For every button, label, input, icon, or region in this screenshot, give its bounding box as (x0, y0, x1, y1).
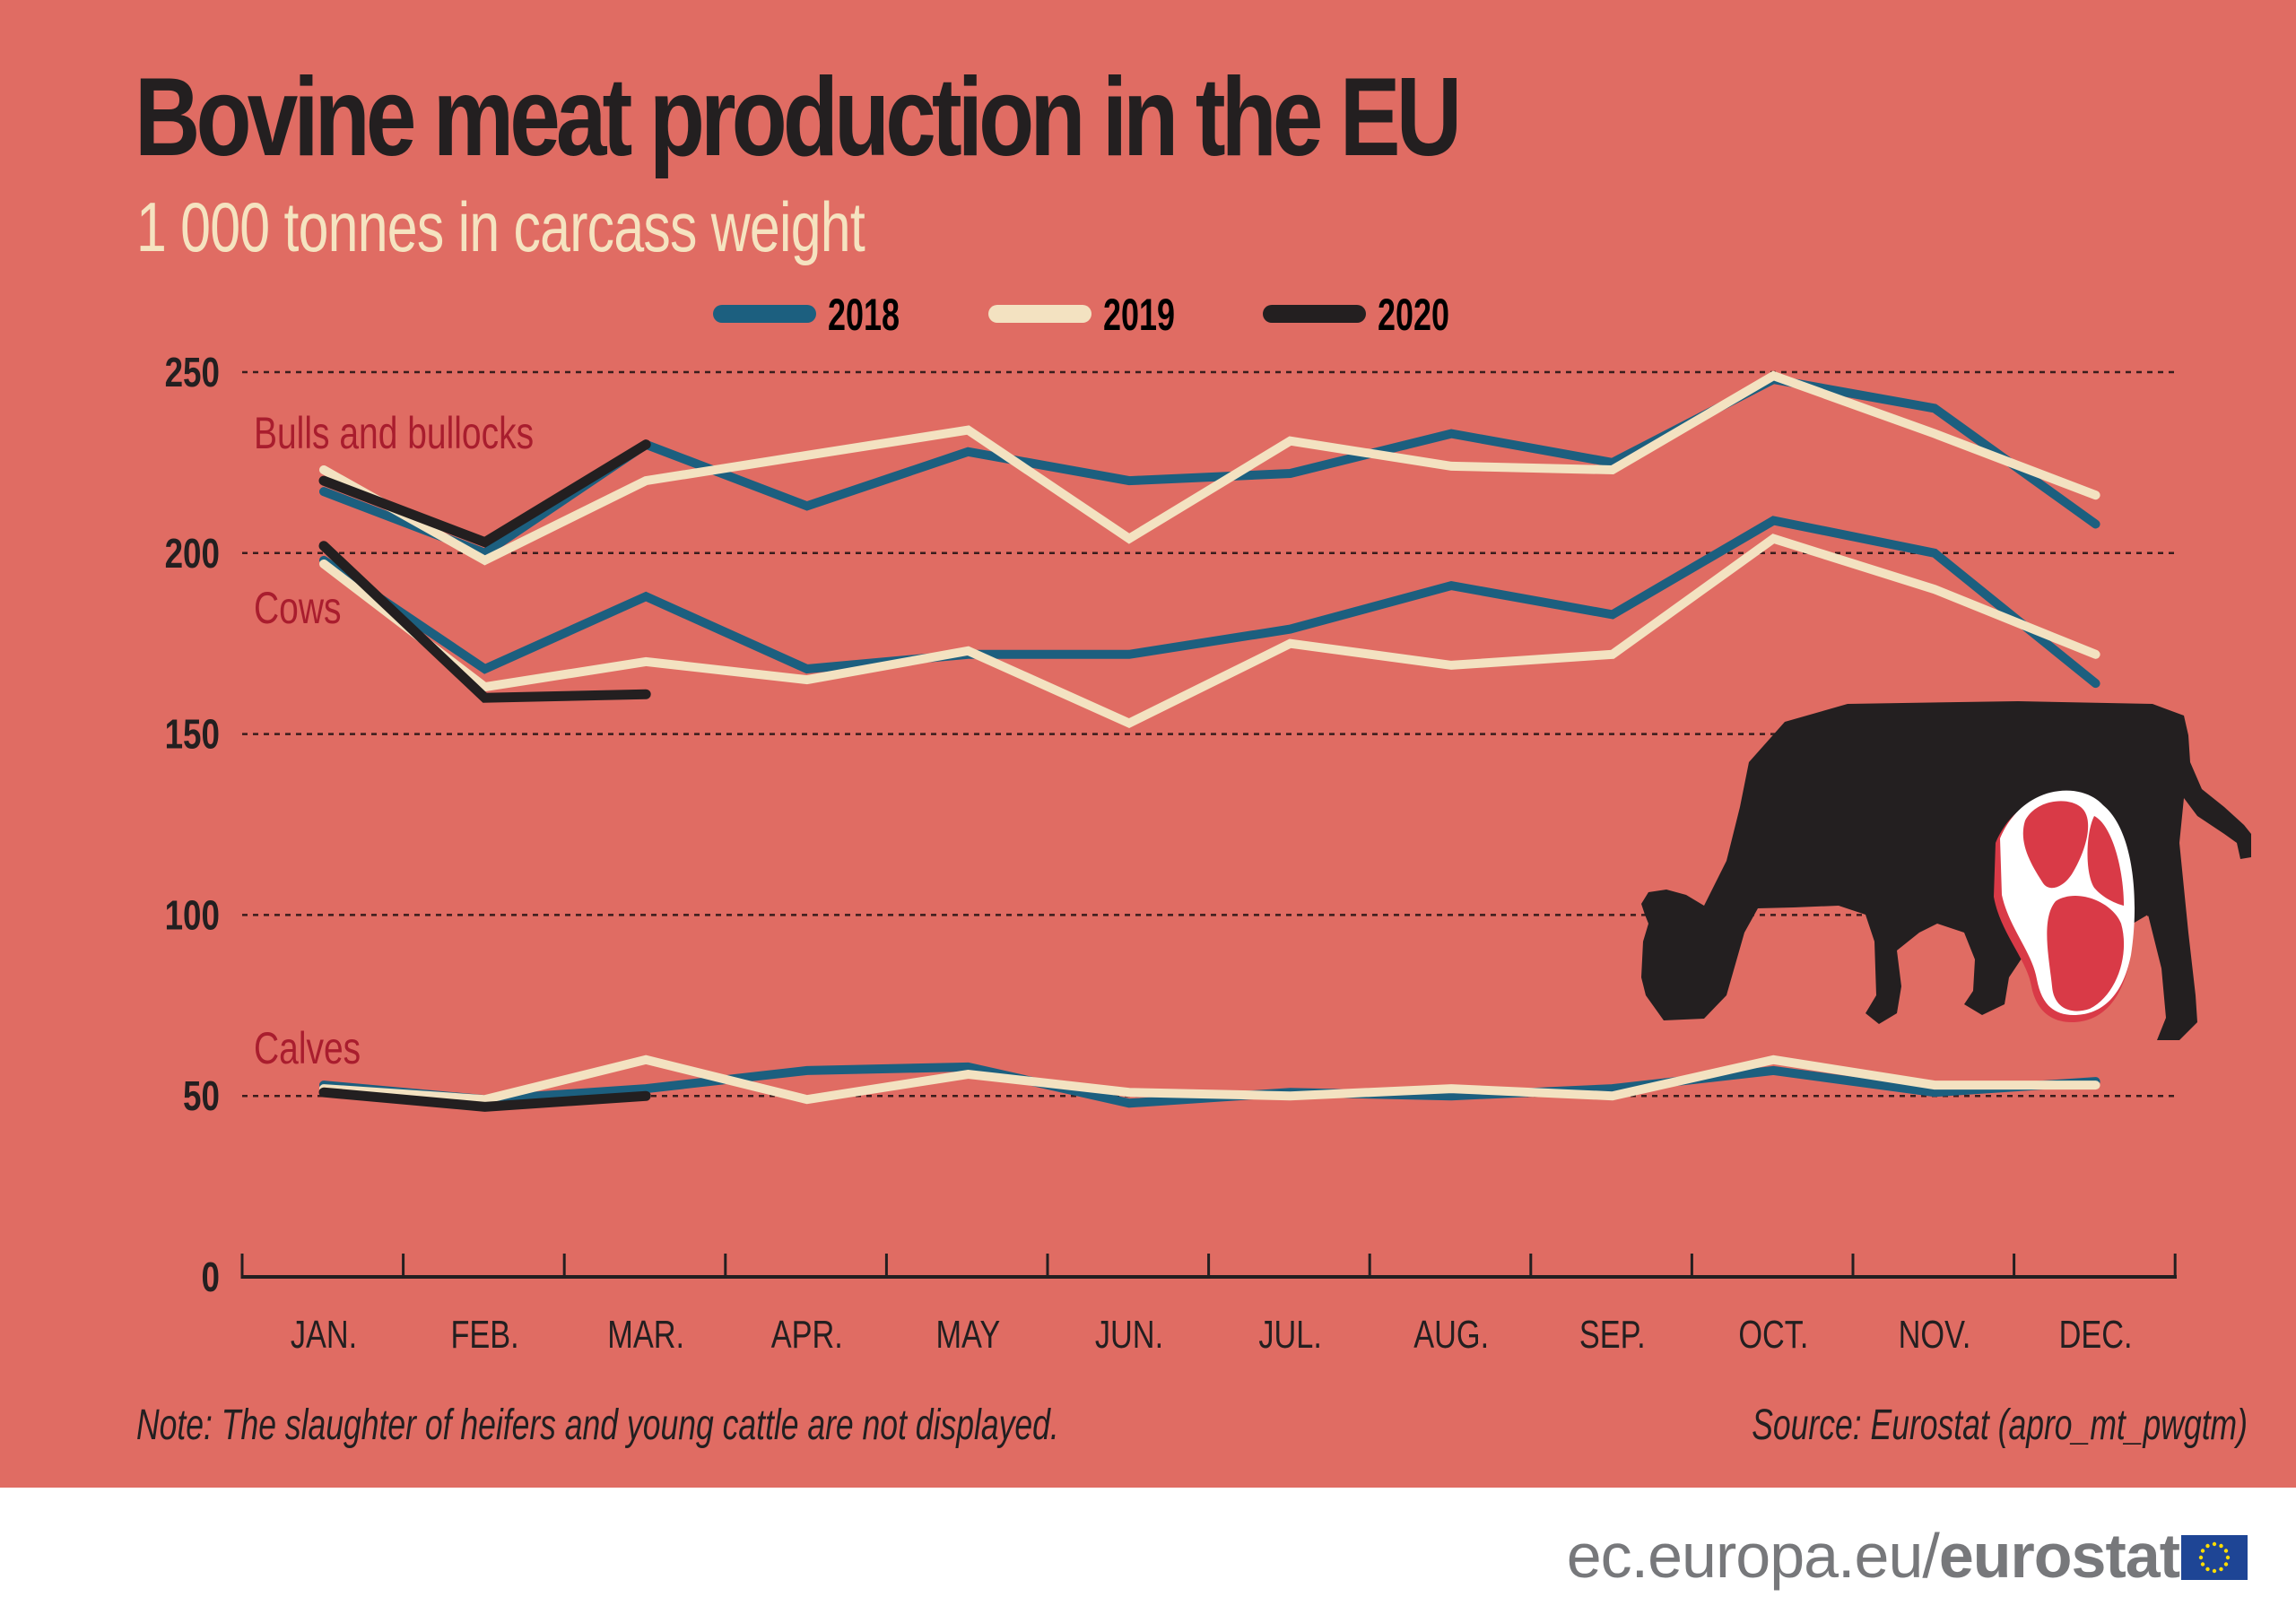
x-tick-label: NOV. (1899, 1313, 1971, 1357)
legend-item-2020: 2020 (1263, 291, 1449, 340)
x-tick-label: JAN. (291, 1313, 357, 1357)
chart-source: Source: Eurostat (apro_mt_pwgtm) (1752, 1402, 2248, 1449)
y-tick-label: 200 (165, 530, 220, 577)
x-tick-label: JUN. (1095, 1313, 1163, 1357)
x-tick-label: AUG. (1413, 1313, 1489, 1357)
legend-label: 2019 (1103, 291, 1175, 340)
flag-star (2225, 1555, 2231, 1560)
series-line-2018 (319, 374, 2100, 559)
steak-meat-right (2087, 816, 2124, 906)
grazing-cow-with-steak-icon (1641, 701, 2251, 1040)
footer-url-prefix: ec.europa.eu/ (1566, 1521, 1940, 1591)
legend: 2018 2019 2020 (713, 291, 1449, 340)
flag-star (2212, 1541, 2217, 1547)
series-line-2019 (319, 534, 2100, 729)
line-chart: 2018 2019 2020 0 50 100 150 200 250 JAN. FEB. MAR… (165, 291, 2251, 1357)
y-tick-label: 100 (165, 891, 220, 938)
series-line-2019 (319, 1055, 2100, 1105)
x-tick-label: APR. (771, 1313, 843, 1357)
footer-url-link[interactable]: ec.europa.eu/eurostat (1566, 1520, 2180, 1592)
series-line-2018 (319, 516, 2100, 689)
y-axis: 0 50 100 150 200 250 (165, 349, 220, 1300)
flag-star (2219, 1567, 2223, 1572)
x-tick-label: MAR. (607, 1313, 684, 1357)
x-tick-label: SEP. (1579, 1313, 1646, 1357)
x-axis: JAN. FEB. MAR. APR. MAY JUN. JUL. AUG. SEP. OCT. N… (240, 1254, 2177, 1357)
legend-item-2018: 2018 (713, 291, 900, 340)
series-lines (318, 370, 2100, 1112)
steak-meat-bottom (2047, 896, 2125, 1011)
x-tick-label: DEC. (2059, 1313, 2133, 1357)
chart-note: Note: The slaughter of heifers and young… (136, 1402, 1059, 1449)
group-label: Calves (254, 1022, 361, 1073)
y-tick-label: 150 (165, 711, 220, 758)
series-line-2019 (319, 370, 2100, 566)
x-tick-label: MAY (936, 1313, 1001, 1357)
cow-silhouette (1641, 701, 2251, 1040)
group-calves (318, 1055, 2100, 1112)
chart-title: Bovine meat production in the EU (135, 56, 1462, 179)
x-tick-label: FEB. (450, 1313, 518, 1357)
x-tick-label: OCT. (1738, 1313, 1808, 1357)
y-tick-label: 50 (183, 1072, 220, 1119)
flag-star (2205, 1567, 2210, 1572)
flag-star (2212, 1568, 2217, 1574)
legend-item-2019: 2019 (988, 291, 1175, 340)
x-tick-label: JUL. (1258, 1313, 1322, 1357)
flag-star (2200, 1562, 2205, 1567)
legend-label: 2020 (1378, 291, 1449, 340)
flag-star (2198, 1555, 2204, 1560)
group-label: Cows (254, 582, 341, 633)
group-cows (318, 516, 2100, 729)
group-label: Bulls and bullocks (254, 407, 534, 458)
y-tick-label: 0 (202, 1254, 220, 1300)
flag-star (2219, 1543, 2223, 1549)
y-tick-label: 250 (165, 349, 220, 395)
group-labels: Bulls and bullocks Cows Calves (254, 407, 534, 1073)
flag-star (2223, 1549, 2229, 1553)
eu-flag-icon (2181, 1535, 2248, 1580)
flag-star (2200, 1549, 2205, 1553)
chart-subtitle: 1 000 tonnes in carcass weight (136, 187, 865, 266)
flag-star (2223, 1562, 2229, 1567)
steak-meat-top (2022, 801, 2089, 889)
flag-star (2205, 1543, 2210, 1549)
group-bulls-and-bullocks (318, 370, 2100, 566)
footer-url-brand: eurostat (1938, 1521, 2180, 1591)
legend-label: 2018 (828, 291, 900, 340)
